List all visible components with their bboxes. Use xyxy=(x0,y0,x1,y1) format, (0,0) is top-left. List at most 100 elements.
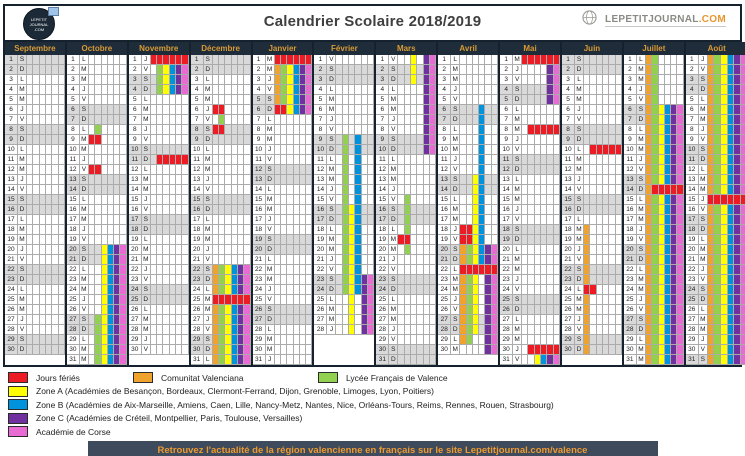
day-row: 24 M xyxy=(438,285,499,295)
day-row: 20 J xyxy=(5,245,65,255)
zone-cell xyxy=(410,175,418,185)
zone-cell xyxy=(671,135,678,145)
month-header-octobre: Octobre xyxy=(66,42,127,55)
zone-cell xyxy=(244,195,251,205)
zone-cell xyxy=(306,95,313,105)
footer-banner[interactable]: Retrouvez l'actualité de la région valen… xyxy=(87,440,658,456)
zone-cell xyxy=(734,355,742,365)
day-row: 24 D xyxy=(314,285,375,295)
zone-cell xyxy=(584,65,591,75)
zone-cell xyxy=(741,325,745,335)
zone-cell xyxy=(182,215,189,225)
month-column-novembre: Novembre 1 J 2 V 3 S 4 D 5 L 6 M 7 M 8 J 9 V 10 S 11 D 12 L 13 M 14… xyxy=(128,42,191,365)
zone-cell xyxy=(596,255,603,265)
zone-cell xyxy=(231,285,238,295)
zone-cell xyxy=(528,175,535,185)
day-number: 29 xyxy=(685,335,699,345)
zone-cell xyxy=(522,255,529,265)
day-letter: V xyxy=(18,115,27,125)
zone-cell xyxy=(33,105,40,115)
zone-cell xyxy=(707,305,715,315)
zone-cell xyxy=(306,85,313,95)
zone-cell xyxy=(398,115,405,125)
zone-cell xyxy=(274,295,281,305)
day-number: 1 xyxy=(562,55,576,65)
day-number: 20 xyxy=(190,245,204,255)
zone-cell xyxy=(410,115,418,125)
day-letter: M xyxy=(79,215,89,225)
day-letter: J xyxy=(79,295,89,305)
zone-cell xyxy=(45,335,53,345)
zone-cell xyxy=(88,65,96,75)
zone-cell xyxy=(349,105,356,115)
day-number: 18 xyxy=(500,225,514,235)
lepetitjournal-com-logo[interactable]: LEPETITJOURNAL.COM xyxy=(581,10,726,30)
zone-cell xyxy=(58,225,65,235)
day-letter: V xyxy=(451,165,461,175)
zone-cell xyxy=(615,65,622,75)
day-number: 15 xyxy=(500,195,514,205)
day-letter: M xyxy=(451,135,461,145)
zone-cell xyxy=(231,225,238,235)
day-row: 12 M xyxy=(190,165,251,175)
zone-cell xyxy=(27,245,34,255)
zone-cell xyxy=(27,145,34,155)
zone-cell xyxy=(590,165,597,175)
zone-cell xyxy=(429,75,437,85)
zone-cell xyxy=(652,85,659,95)
day-row: 26 M xyxy=(314,305,375,315)
zone-cell xyxy=(293,85,300,95)
day-letter: L xyxy=(18,215,27,225)
day-number: 8 xyxy=(562,125,576,135)
day-row: 15 J xyxy=(685,195,745,205)
zone-cell xyxy=(39,95,46,105)
zone-cell xyxy=(534,105,542,115)
day-letter: J xyxy=(265,75,275,85)
zone-cell xyxy=(39,175,46,185)
zone-cell xyxy=(157,335,164,345)
zone-cell xyxy=(299,295,307,305)
zone-cell xyxy=(225,195,232,205)
zone-cell xyxy=(176,125,183,135)
zone-cell xyxy=(615,285,622,295)
day-letter: L xyxy=(636,195,646,205)
zone-cell xyxy=(590,275,597,285)
day-letter: D xyxy=(327,145,337,155)
zone-cell xyxy=(460,65,467,75)
legend-item-jours-feries: Jours fériés xyxy=(8,372,133,384)
zone-cell xyxy=(602,85,610,95)
zone-cell xyxy=(299,325,307,335)
day-number: 17 xyxy=(66,215,80,225)
zone-cell xyxy=(280,65,288,75)
zone-cell xyxy=(584,235,591,245)
zone-cell xyxy=(584,295,591,305)
zone-cell xyxy=(714,325,722,335)
day-row: 16 M xyxy=(66,205,127,215)
zone-cell xyxy=(52,225,59,235)
zone-cell xyxy=(615,255,622,265)
zone-cell xyxy=(52,75,59,85)
zone-cell xyxy=(541,315,548,325)
day-number: 16 xyxy=(438,205,452,215)
zone-cell xyxy=(491,155,499,165)
zone-cell xyxy=(590,125,597,135)
zone-cell xyxy=(274,255,281,265)
lepetitjournal-logo[interactable]: LEPETIT JOURNAL .COM xyxy=(23,7,59,40)
day-number: 28 xyxy=(128,325,142,335)
zone-cell xyxy=(244,355,251,365)
zone-cell xyxy=(528,205,535,215)
zone-cell xyxy=(52,95,59,105)
zone-cell xyxy=(299,235,307,245)
zone-cell xyxy=(734,75,742,85)
zone-cell xyxy=(274,195,281,205)
zone-cell xyxy=(714,345,722,355)
day-row: 21 M xyxy=(685,255,745,265)
zone-cell xyxy=(368,285,375,295)
zone-cell xyxy=(306,325,313,335)
day-letter: D xyxy=(141,85,151,95)
day-number: 19 xyxy=(66,235,80,245)
